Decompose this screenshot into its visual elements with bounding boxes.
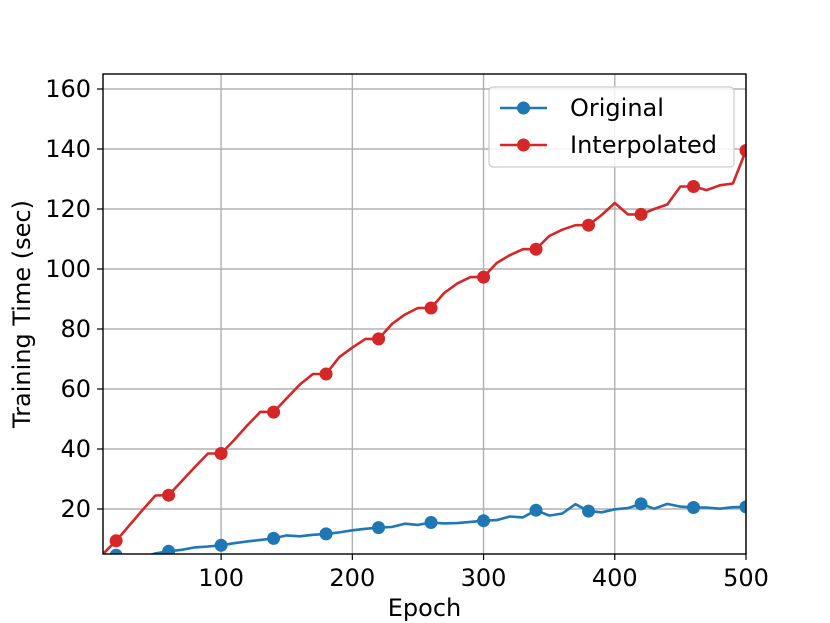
series-line [103,150,746,554]
data-point [162,488,176,502]
data-point [214,538,228,552]
legend-marker [517,138,530,152]
data-point [267,531,281,545]
data-point [477,514,491,528]
data-point [634,207,648,221]
data-point [214,447,228,460]
series-original [109,497,746,554]
y-tick-label: 140 [45,135,91,163]
x-tick-label: 500 [723,564,769,592]
y-tick-label: 40 [60,435,91,463]
y-tick-label: 60 [60,375,91,403]
legend-label: Interpolated [570,131,717,159]
x-tick-label: 100 [198,564,244,592]
data-point [109,548,123,554]
data-point [162,544,176,554]
y-tick-label: 120 [45,195,91,223]
data-point [687,501,701,514]
legend-marker [517,101,530,115]
data-point [267,405,281,419]
legend-box [488,86,735,168]
data-point [582,504,596,518]
data-point [477,270,491,284]
data-point [109,534,123,548]
x-tick-label: 300 [461,564,507,592]
legend: Original Interpolated [488,86,735,168]
data-point [634,497,648,511]
series-line [114,502,746,554]
y-tick-label: 160 [45,75,91,103]
y-axis-label: Training Time (sec) [8,200,36,429]
data-point [582,218,596,232]
x-tick-label: 400 [592,564,638,592]
data-point [372,521,386,535]
plot-frame [102,73,747,555]
y-tick-label: 80 [60,315,91,343]
data-point [739,500,746,514]
data-point [687,180,701,193]
data-point [424,301,438,315]
data-point [319,367,333,381]
y-tick-label: 100 [45,255,91,283]
data-point [424,516,438,529]
y-tick-label: 20 [60,495,91,523]
data-point [529,503,543,517]
data-point [319,527,333,541]
legend-label: Original [570,94,664,122]
data-point [529,242,543,256]
x-tick-label: 200 [329,564,375,592]
axis-ticks: 100 200 300 400 500 20 40 60 80 100 120 140 160 [45,75,769,592]
x-axis-label: Epoch [388,594,462,622]
data-point [739,144,746,157]
data-point [372,332,386,346]
series-interpolated [103,144,746,554]
series-layer [103,144,746,554]
